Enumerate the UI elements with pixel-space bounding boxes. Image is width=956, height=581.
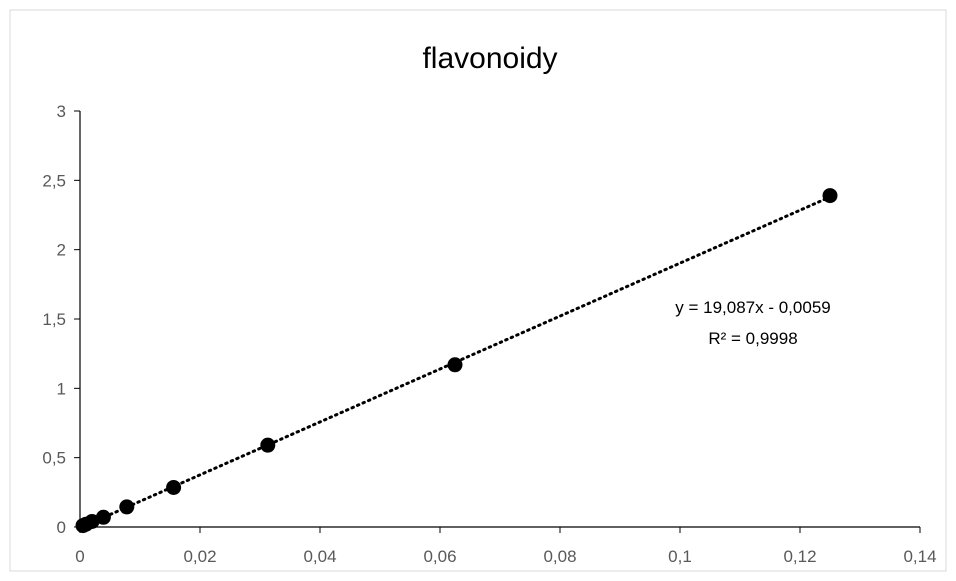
x-tick-label: 0,04	[303, 547, 336, 566]
y-tick-label: 3	[57, 102, 66, 121]
y-tick-label: 0,5	[42, 449, 66, 468]
data-point	[119, 499, 135, 515]
x-tick-label: 0,12	[783, 547, 816, 566]
x-tick-label: 0,08	[543, 547, 576, 566]
x-tick-label: 0	[75, 547, 84, 566]
chart-area-border	[9, 9, 947, 572]
data-point	[822, 188, 838, 204]
data-points-group	[75, 188, 838, 534]
trendline-equation: y = 19,087x - 0,0059	[675, 298, 830, 317]
data-point	[166, 479, 182, 495]
x-tick-label: 0,02	[183, 547, 216, 566]
axes-group: 0 0,5 1 1,5 2 2,5 3 0 0,02 0,04 0,06 0,08 0,1 0,12 0,1…	[42, 102, 936, 566]
chart-title: flavonoidy	[422, 42, 557, 75]
x-tick-label: 0,1	[668, 547, 692, 566]
trendline-r-squared: R² = 0,9998	[708, 329, 797, 348]
y-tick-label: 1,5	[42, 310, 66, 329]
data-point	[95, 509, 111, 525]
data-point	[84, 513, 100, 529]
y-tick-label: 0	[57, 518, 66, 537]
x-tick-label: 0,06	[423, 547, 456, 566]
y-tick-label: 2	[57, 241, 66, 260]
y-tick-label: 2,5	[42, 171, 66, 190]
data-point	[260, 437, 276, 453]
data-point	[447, 357, 463, 373]
y-tick-label: 1	[57, 379, 66, 398]
x-tick-label: 0,14	[903, 547, 936, 566]
